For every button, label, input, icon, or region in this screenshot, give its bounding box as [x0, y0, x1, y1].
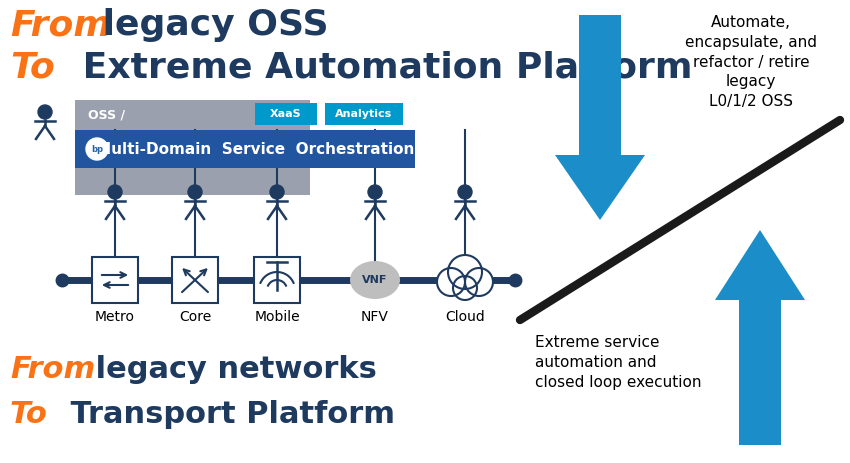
Text: XaaS: XaaS	[270, 109, 302, 119]
Text: Metro: Metro	[95, 310, 135, 324]
FancyBboxPatch shape	[172, 257, 218, 303]
Ellipse shape	[350, 261, 400, 299]
Text: bp: bp	[91, 144, 103, 154]
Circle shape	[448, 255, 482, 289]
Text: Extreme Automation Platform: Extreme Automation Platform	[70, 50, 693, 84]
Text: Cloud: Cloud	[445, 310, 484, 324]
Text: From: From	[10, 355, 95, 384]
FancyBboxPatch shape	[75, 130, 415, 168]
FancyBboxPatch shape	[254, 257, 300, 303]
Circle shape	[270, 185, 284, 199]
Circle shape	[458, 185, 472, 199]
Polygon shape	[555, 15, 645, 220]
Text: legacy OSS: legacy OSS	[90, 8, 329, 42]
Text: VNF: VNF	[362, 275, 388, 285]
Circle shape	[86, 138, 108, 160]
Circle shape	[38, 105, 52, 119]
Circle shape	[188, 185, 202, 199]
Circle shape	[453, 276, 477, 300]
FancyBboxPatch shape	[325, 103, 403, 125]
Text: Extreme service
automation and
closed loop execution: Extreme service automation and closed lo…	[535, 335, 701, 389]
Text: Multi-Domain  Service  Orchestration: Multi-Domain Service Orchestration	[96, 142, 414, 156]
FancyBboxPatch shape	[92, 257, 138, 303]
Text: Core: Core	[178, 310, 211, 324]
Text: Transport Platform: Transport Platform	[60, 400, 395, 429]
Text: OSS /: OSS /	[88, 108, 125, 121]
Text: To: To	[10, 400, 48, 429]
Circle shape	[368, 185, 382, 199]
FancyBboxPatch shape	[255, 103, 317, 125]
Text: NFV: NFV	[361, 310, 389, 324]
Polygon shape	[715, 230, 805, 445]
Circle shape	[465, 268, 493, 296]
Text: From: From	[10, 8, 111, 42]
Text: To: To	[10, 50, 55, 84]
Text: Automate,
encapsulate, and
refactor / retire
legacy
L0/1/2 OSS: Automate, encapsulate, and refactor / re…	[685, 15, 817, 109]
Circle shape	[108, 185, 122, 199]
Text: Analytics: Analytics	[336, 109, 393, 119]
Text: Mobile: Mobile	[254, 310, 300, 324]
Circle shape	[437, 268, 465, 296]
FancyBboxPatch shape	[75, 100, 310, 195]
Text: legacy networks: legacy networks	[85, 355, 377, 384]
